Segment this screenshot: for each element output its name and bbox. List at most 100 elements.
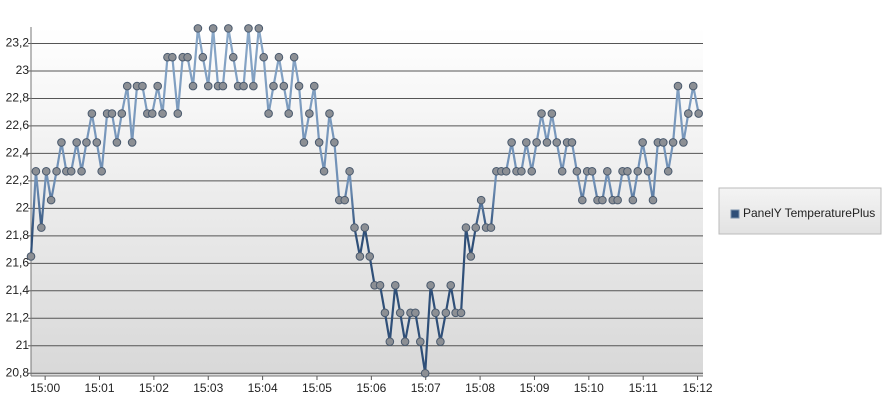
x-tick-label: 15:10 — [574, 381, 604, 395]
data-point — [208, 24, 218, 33]
data-point — [138, 81, 147, 91]
data-point — [456, 308, 466, 318]
x-tick-label: 15:09 — [519, 381, 549, 395]
data-point — [486, 223, 496, 232]
data-point — [648, 195, 658, 205]
y-tick-label: 23 — [16, 63, 30, 77]
data-point — [517, 166, 526, 176]
data-point — [127, 138, 137, 147]
data-point — [117, 109, 127, 118]
data-point — [218, 81, 228, 91]
data-point — [319, 166, 329, 176]
y-tick-label: 23,2 — [6, 36, 30, 50]
data-point — [289, 52, 299, 62]
data-point — [638, 138, 647, 147]
y-tick-label: 22 — [16, 201, 30, 215]
x-tick-label: 15:08 — [465, 381, 495, 395]
data-point — [567, 138, 577, 147]
data-point — [390, 281, 400, 290]
data-point — [168, 52, 177, 62]
data-point — [239, 81, 248, 91]
y-tick-label: 21,6 — [6, 256, 30, 270]
data-point — [41, 166, 51, 176]
data-point — [431, 308, 440, 318]
data-point — [537, 109, 546, 118]
x-tick-label: 15:11 — [629, 381, 658, 395]
data-point — [147, 109, 157, 118]
data-point — [385, 337, 395, 346]
x-tick-label: 15:02 — [139, 381, 169, 395]
x-tick-label: 15:05 — [302, 381, 332, 395]
data-point — [274, 52, 284, 62]
y-tick-label: 22,6 — [6, 118, 30, 132]
data-point — [380, 308, 390, 318]
data-point — [77, 166, 86, 176]
y-tick-label: 22,2 — [6, 173, 30, 187]
data-point — [46, 195, 56, 205]
y-tick-label: 21 — [16, 338, 30, 352]
data-point — [153, 81, 162, 91]
data-point — [613, 195, 622, 205]
data-point — [400, 337, 410, 346]
data-point — [52, 166, 61, 176]
data-point — [82, 138, 91, 147]
legend-box — [718, 187, 882, 235]
data-point — [224, 24, 233, 33]
data-point — [325, 109, 334, 118]
legend: PanelY TemperaturePlus — [718, 187, 882, 235]
data-point — [112, 138, 122, 147]
data-point — [66, 166, 76, 176]
y-tick-label: 21,4 — [6, 283, 30, 297]
y-tick-label: 21,8 — [6, 228, 30, 242]
data-point — [643, 166, 653, 176]
data-point — [436, 337, 445, 346]
x-tick-label: 15:12 — [683, 381, 713, 395]
data-point — [340, 195, 350, 205]
data-point — [198, 52, 208, 62]
data-point — [552, 138, 562, 147]
data-point — [603, 166, 612, 176]
data-point — [57, 138, 66, 147]
data-point — [31, 166, 41, 176]
data-point — [193, 24, 203, 33]
data-point — [37, 223, 46, 232]
x-tick-label: 15:01 — [84, 381, 114, 395]
data-point — [305, 109, 314, 118]
data-point — [628, 195, 638, 205]
data-point — [26, 252, 36, 261]
data-point — [471, 223, 481, 232]
data-point — [284, 109, 294, 118]
data-point — [673, 81, 683, 91]
data-point — [188, 81, 198, 91]
data-point — [572, 166, 582, 176]
data-point — [633, 166, 643, 176]
data-point — [350, 223, 359, 232]
data-point — [557, 166, 567, 176]
data-point — [365, 252, 375, 261]
data-point — [420, 368, 430, 378]
data-point — [360, 223, 370, 232]
legend-label: PanelY TemperaturePlus — [743, 206, 875, 220]
data-point — [623, 166, 632, 176]
data-point — [411, 308, 420, 318]
data-point — [294, 81, 304, 91]
data-point — [228, 52, 238, 62]
data-point — [244, 24, 253, 33]
data-point — [522, 138, 531, 147]
y-tick-label: 21,2 — [6, 310, 30, 324]
data-point — [87, 109, 97, 118]
data-point — [476, 195, 486, 205]
data-point — [309, 81, 319, 91]
data-point — [668, 138, 678, 147]
data-point — [395, 308, 405, 318]
data-point — [694, 109, 703, 118]
data-point — [249, 81, 258, 91]
data-point — [578, 195, 587, 205]
x-tick-label: 15:00 — [30, 381, 60, 395]
data-point — [92, 138, 102, 147]
data-point — [259, 52, 268, 62]
data-point — [532, 138, 541, 147]
data-point — [679, 138, 688, 147]
